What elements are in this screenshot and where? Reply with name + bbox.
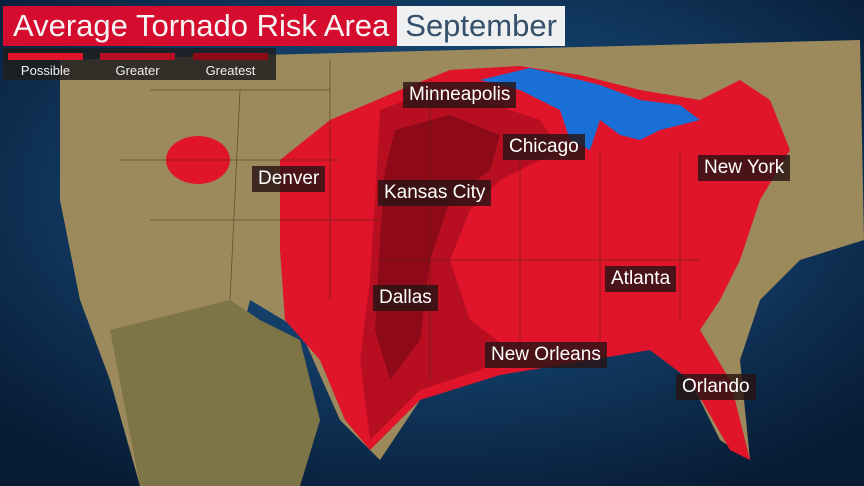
legend-item-greater: Greater bbox=[100, 53, 175, 78]
great-lakes bbox=[480, 68, 700, 150]
legend-swatch bbox=[100, 53, 175, 60]
city-label-dallas: Dallas bbox=[373, 285, 438, 311]
city-label-orlando: Orlando bbox=[676, 374, 756, 400]
legend-item-possible: Possible bbox=[8, 53, 83, 78]
legend-label: Possible bbox=[20, 63, 71, 78]
legend-label: Greatest bbox=[205, 63, 256, 78]
city-label-new-orleans: New Orleans bbox=[485, 342, 607, 368]
city-label-minneapolis: Minneapolis bbox=[403, 82, 517, 108]
map-title: Average Tornado Risk Area bbox=[3, 6, 398, 46]
city-label-chicago: Chicago bbox=[503, 134, 585, 160]
title-bar: Average Tornado Risk Area September bbox=[3, 6, 565, 46]
legend: Possible Greater Greatest bbox=[3, 48, 276, 80]
mexico-land bbox=[110, 300, 320, 486]
city-label-kansas-city: Kansas City bbox=[378, 180, 492, 206]
city-label-new-york: New York bbox=[698, 155, 791, 181]
city-label-denver: Denver bbox=[252, 166, 326, 192]
month-label: September bbox=[397, 6, 565, 46]
city-label-atlanta: Atlanta bbox=[605, 266, 677, 292]
legend-swatch bbox=[193, 53, 268, 60]
legend-swatch bbox=[8, 53, 83, 60]
legend-item-greatest: Greatest bbox=[193, 53, 268, 78]
legend-label: Greater bbox=[115, 63, 160, 78]
state-borders bbox=[120, 60, 700, 380]
